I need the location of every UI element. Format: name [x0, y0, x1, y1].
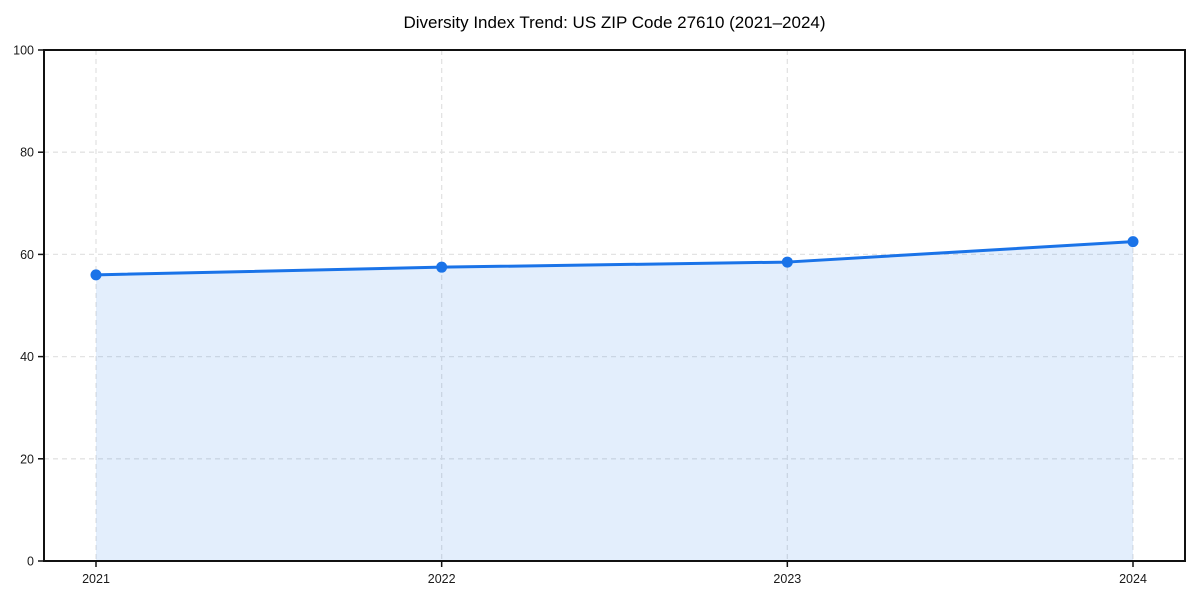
- data-point: [781, 256, 793, 268]
- y-tick-label: 60: [20, 248, 34, 262]
- chart-title: Diversity Index Trend: US ZIP Code 27610…: [403, 13, 826, 32]
- plot-border: [43, 49, 1186, 562]
- x-tick-label: 2024: [1119, 572, 1147, 586]
- area-fill: [96, 241, 1133, 561]
- y-tick-label: 40: [20, 350, 34, 364]
- y-tick-label: 80: [20, 146, 34, 160]
- y-tick-label: 0: [27, 555, 34, 569]
- data-point: [90, 269, 102, 281]
- trend-line: [94, 240, 1135, 277]
- x-tick-label: 2021: [82, 572, 110, 586]
- y-tick-label: 20: [20, 452, 34, 466]
- y-tick-label: 100: [13, 44, 34, 58]
- x-tick-label: 2023: [773, 572, 801, 586]
- x-tick-label: 2022: [428, 572, 456, 586]
- data-point: [1127, 236, 1139, 248]
- data-point: [436, 261, 448, 273]
